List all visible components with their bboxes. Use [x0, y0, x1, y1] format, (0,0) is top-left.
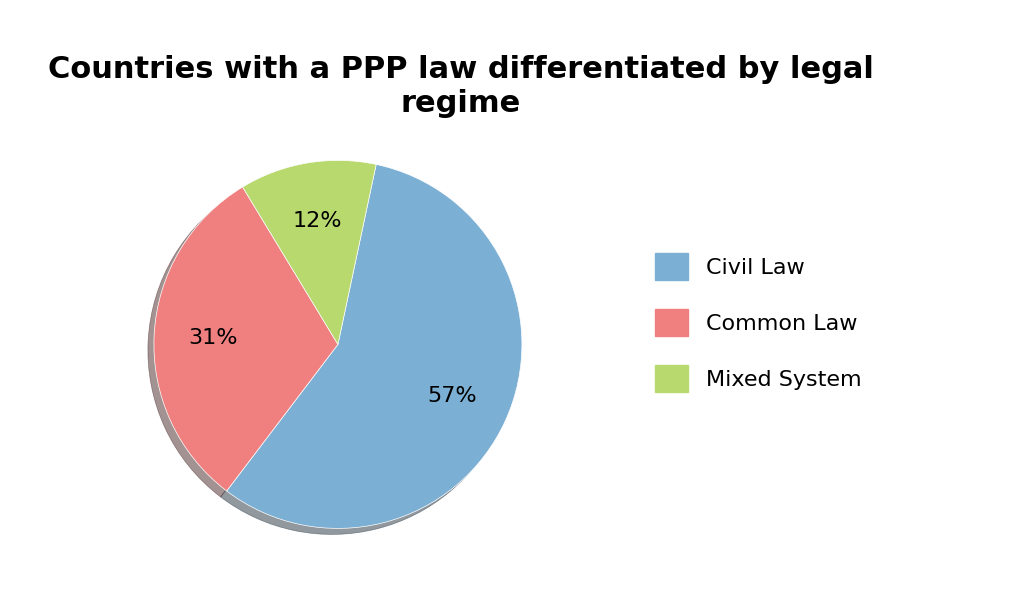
Text: 57%: 57%	[427, 386, 476, 407]
Wedge shape	[243, 161, 376, 344]
Wedge shape	[154, 187, 338, 491]
Text: 31%: 31%	[188, 328, 238, 348]
Legend: Civil Law, Common Law, Mixed System: Civil Law, Common Law, Mixed System	[646, 244, 870, 402]
Text: 12%: 12%	[292, 211, 342, 231]
Wedge shape	[226, 164, 522, 528]
Text: Countries with a PPP law differentiated by legal
regime: Countries with a PPP law differentiated …	[48, 55, 873, 118]
